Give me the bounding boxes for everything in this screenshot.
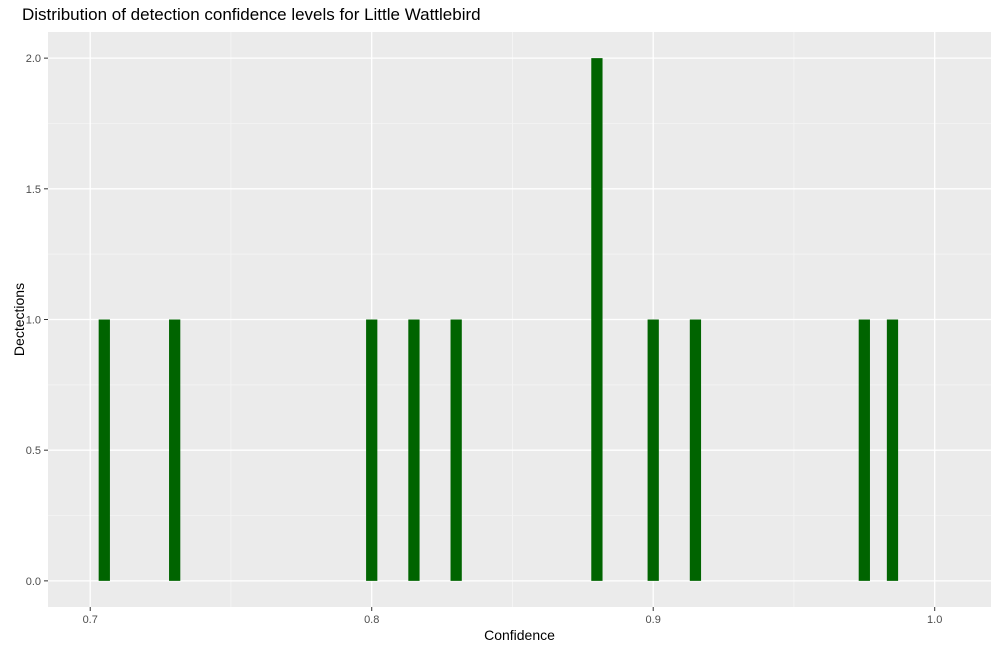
y-tick-label: 0.0 — [26, 576, 41, 588]
chart-title: Distribution of detection confidence lev… — [22, 5, 481, 24]
histogram-bar — [169, 319, 181, 581]
histogram-bar — [450, 319, 462, 581]
histogram-bar — [886, 319, 899, 581]
y-tick-label: 1.5 — [26, 184, 41, 196]
y-tick-label: 2.0 — [26, 53, 41, 65]
y-axis-title: Dectections — [11, 283, 27, 356]
x-axis-title: Confidence — [484, 627, 555, 643]
histogram-bar — [408, 319, 420, 581]
histogram-bar — [858, 319, 870, 581]
x-tick-label: 0.9 — [646, 614, 661, 626]
histogram-bar — [647, 319, 659, 581]
y-tick-label: 1.0 — [26, 315, 41, 327]
x-tick-label: 0.7 — [83, 614, 98, 626]
histogram-bar — [689, 319, 702, 581]
x-tick-label: 0.8 — [364, 614, 379, 626]
x-tick-label: 1.0 — [927, 614, 942, 626]
bars — [98, 58, 899, 581]
x-axis-ticks: 0.7 0.8 0.9 1.0 — [83, 607, 942, 626]
histogram-bar — [98, 319, 110, 581]
y-axis-ticks: 0.0 0.5 1.0 1.5 2.0 — [26, 53, 48, 588]
histogram-bar — [591, 58, 603, 581]
histogram-bar — [366, 319, 378, 581]
y-tick-label: 0.5 — [26, 445, 41, 457]
